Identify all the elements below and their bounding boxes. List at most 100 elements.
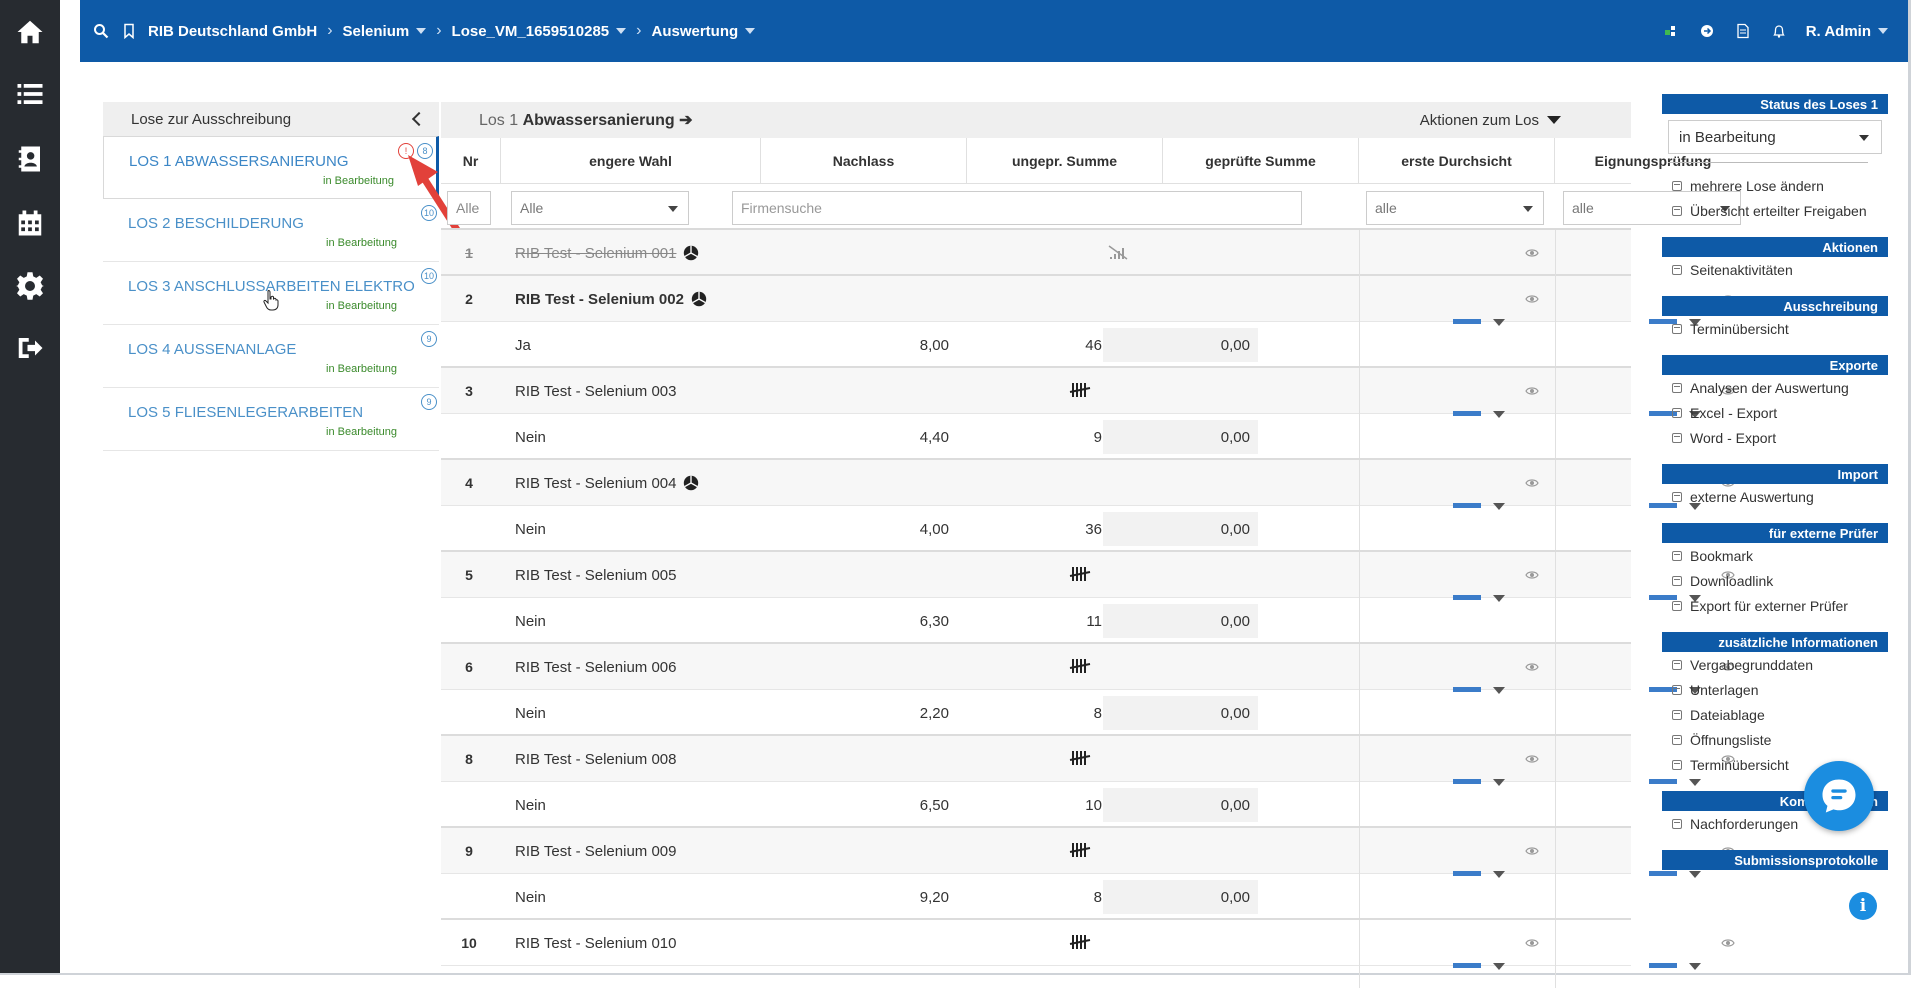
sidebar-link[interactable]: Vergabegrunddaten [1662, 652, 1888, 677]
search-icon[interactable] [92, 22, 110, 40]
lot-item[interactable]: LOS 3 ANSCHLUSSARBEITEN ELEKTRO 10 in Be… [103, 262, 439, 325]
col-eignung[interactable]: Eignungsprüfung [1594, 152, 1712, 169]
review-select[interactable] [1649, 679, 1701, 699]
table-row[interactable]: 8 RIB Test - Selenium 008 [441, 736, 1735, 828]
firm-search-input[interactable]: Firmensuche [732, 191, 1302, 225]
sidebar-link[interactable]: Excel - Export [1662, 400, 1888, 425]
table-row[interactable]: 9 RIB Test - Selenium 009 [441, 828, 1735, 920]
firm-name[interactable]: RIB Test - Selenium 006 [515, 658, 677, 676]
chevron-left-icon[interactable] [409, 111, 425, 127]
review-select[interactable] [1649, 311, 1701, 331]
crumb-company[interactable]: RIB Deutschland GmbH [148, 22, 318, 40]
gepr-value[interactable]: 0,00 [1103, 512, 1258, 546]
bell-icon[interactable] [1770, 22, 1788, 40]
apps-icon[interactable] [1662, 22, 1680, 40]
firm-name[interactable]: RIB Test - Selenium 010 [515, 934, 677, 952]
document-icon[interactable] [1734, 22, 1752, 40]
table-row[interactable]: 5 RIB Test - Selenium 005 [441, 552, 1735, 644]
more-vertical-icon[interactable]: · · · [66, 6, 72, 35]
col-nr[interactable]: Nr [441, 138, 501, 183]
user-menu[interactable]: R. Admin [1806, 23, 1888, 40]
eye-icon[interactable] [1525, 247, 1539, 259]
eye-icon[interactable] [1525, 569, 1539, 581]
review-select[interactable] [1649, 771, 1701, 791]
lot-item[interactable]: LOS 5 FLIESENLEGERARBEITEN 9 in Bearbeit… [103, 388, 439, 451]
gepr-value[interactable]: 0,00 [1103, 420, 1258, 454]
info-icon[interactable]: i [1849, 892, 1877, 920]
review-select[interactable] [1649, 863, 1701, 883]
sidebar-link[interactable]: mehrere Lose ändern [1662, 173, 1888, 198]
eye-icon[interactable] [1525, 293, 1539, 305]
wahl-filter[interactable]: Alle [511, 191, 689, 225]
sidebar-link[interactable]: Öffnungsliste [1662, 727, 1888, 752]
sidebar-link[interactable]: Terminübersicht [1662, 316, 1888, 341]
sidebar-link[interactable]: Dateiablage [1662, 702, 1888, 727]
eye-icon[interactable] [1525, 937, 1539, 949]
firm-name[interactable]: RIB Test - Selenium 009 [515, 842, 677, 860]
col-nachlass[interactable]: Nachlass [761, 138, 967, 183]
sidebar-link[interactable]: Bookmark [1662, 543, 1888, 568]
table-row[interactable]: 1 RIB Test - Selenium 001 [441, 230, 1735, 276]
table-row[interactable]: 10 RIB Test - Selenium 010 [441, 920, 1735, 988]
eye-icon[interactable] [1721, 569, 1735, 581]
crumb-procedure[interactable]: Lose_VM_1659510285 [452, 23, 627, 40]
eye-icon[interactable] [1721, 661, 1735, 673]
gepr-value[interactable]: 0,00 [1103, 328, 1258, 362]
sidebar-link[interactable]: Analysen der Auswertung [1662, 375, 1888, 400]
lot-item[interactable]: LOS 2 BESCHILDERUNG 10 in Bearbeitung [103, 199, 439, 262]
eignung-filter[interactable]: alle [1563, 191, 1741, 225]
review-select[interactable] [1453, 495, 1505, 515]
calendar-icon[interactable] [0, 195, 60, 251]
eye-icon[interactable] [1525, 661, 1539, 673]
firm-name[interactable]: RIB Test - Selenium 002 [515, 276, 708, 322]
review-select[interactable] [1453, 311, 1505, 331]
table-row[interactable]: 6 RIB Test - Selenium 006 [441, 644, 1735, 736]
contact-book-icon[interactable] [0, 131, 60, 187]
review-select[interactable] [1649, 955, 1701, 975]
gepr-value[interactable]: 0,00 [1103, 788, 1258, 822]
gepr-value[interactable]: 0,00 [1103, 604, 1258, 638]
table-row[interactable]: 4 RIB Test - Selenium 004 [441, 460, 1735, 552]
firm-name[interactable]: RIB Test - Selenium 005 [515, 566, 677, 584]
col-wahl[interactable]: engere Wahl [501, 138, 761, 183]
sidebar-link[interactable]: Word - Export [1662, 425, 1888, 450]
home-icon[interactable] [0, 4, 60, 60]
sidebar-link[interactable]: Seitenaktivitäten [1662, 257, 1888, 282]
lot-actions-dropdown[interactable]: Aktionen zum Los [1420, 112, 1561, 129]
eye-icon[interactable] [1721, 385, 1735, 397]
lot-item[interactable]: LOS 1 ABWASSERSANIERUNG ! 8 in Bearbeitu… [103, 136, 439, 199]
nr-filter[interactable]: Alle [447, 191, 491, 225]
sidebar-link[interactable]: Export für externer Prüfer [1662, 593, 1888, 618]
gear-icon[interactable] [0, 258, 60, 314]
review-select[interactable] [1453, 403, 1505, 423]
bookmark-icon[interactable] [120, 22, 138, 40]
status-select[interactable]: in Bearbeitung [1668, 120, 1882, 154]
eye-icon[interactable] [1525, 845, 1539, 857]
lot-item[interactable]: LOS 4 AUSSENANLAGE 9 in Bearbeitung [103, 325, 439, 388]
eye-icon[interactable] [1721, 753, 1735, 765]
erste-filter[interactable]: alle [1366, 191, 1544, 225]
review-select[interactable] [1453, 863, 1505, 883]
firm-name[interactable]: RIB Test - Selenium 003 [515, 382, 677, 400]
col-gepr[interactable]: geprüfte Summe [1163, 138, 1359, 183]
table-row[interactable]: 2 RIB Test - Selenium 002 [441, 276, 1735, 368]
gepr-value[interactable]: 0,00 [1103, 880, 1258, 914]
gepr-value[interactable]: 0,00 [1103, 696, 1258, 730]
sidebar-link[interactable]: Unterlagen [1662, 677, 1888, 702]
review-select[interactable] [1453, 587, 1505, 607]
logout-icon[interactable] [0, 320, 60, 376]
crumb-project[interactable]: Selenium [343, 23, 427, 40]
col-ungepr[interactable]: ungepr. Summe [967, 138, 1163, 183]
review-select[interactable] [1453, 679, 1505, 699]
firm-name[interactable]: RIB Test - Selenium 001 [515, 230, 700, 276]
review-select[interactable] [1453, 771, 1505, 791]
review-select[interactable] [1649, 403, 1701, 423]
eye-icon[interactable] [1525, 477, 1539, 489]
review-select[interactable] [1649, 495, 1701, 515]
eye-icon[interactable] [1721, 937, 1735, 949]
table-row[interactable]: 3 RIB Test - Selenium 003 [441, 368, 1735, 460]
firm-name[interactable]: RIB Test - Selenium 004 [515, 460, 700, 506]
chat-button[interactable] [1804, 761, 1874, 831]
firm-name[interactable]: RIB Test - Selenium 008 [515, 750, 677, 768]
sidebar-link[interactable]: externe Auswertung [1662, 484, 1888, 509]
